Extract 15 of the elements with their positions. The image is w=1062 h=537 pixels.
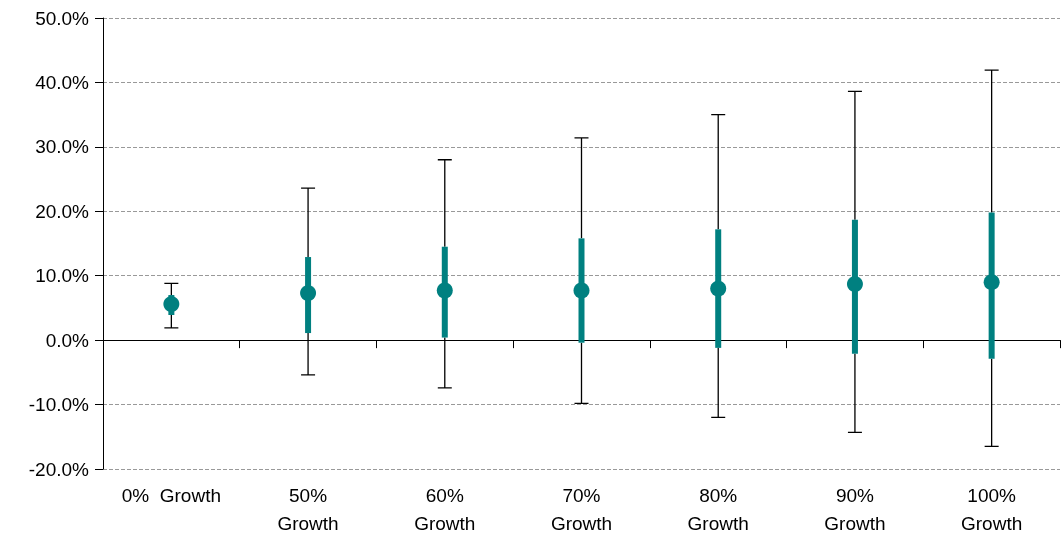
y-tick-label: 30.0% xyxy=(35,136,90,158)
x-tick-label: 80% Growth xyxy=(687,484,749,534)
x-tick-label: 100% Growth xyxy=(961,484,1023,534)
x-tick-label: 50% Growth xyxy=(277,484,339,534)
y-tick-label: 50.0% xyxy=(35,7,90,29)
x-tick-label: 90% Growth xyxy=(824,484,886,534)
y-tick-label: 10.0% xyxy=(35,265,90,287)
y-tick-label: 40.0% xyxy=(35,71,90,93)
y-tick-label: -10.0% xyxy=(28,394,90,416)
y-tick-label: -20.0% xyxy=(28,458,90,480)
x-tick-label: 0% Growth xyxy=(121,484,221,506)
y-tick-label: 0.0% xyxy=(45,329,90,351)
y-tick-label: 20.0% xyxy=(35,200,90,222)
x-tick-label: 70% Growth xyxy=(550,484,613,534)
x-tick-label: 60% Growth xyxy=(414,484,476,534)
